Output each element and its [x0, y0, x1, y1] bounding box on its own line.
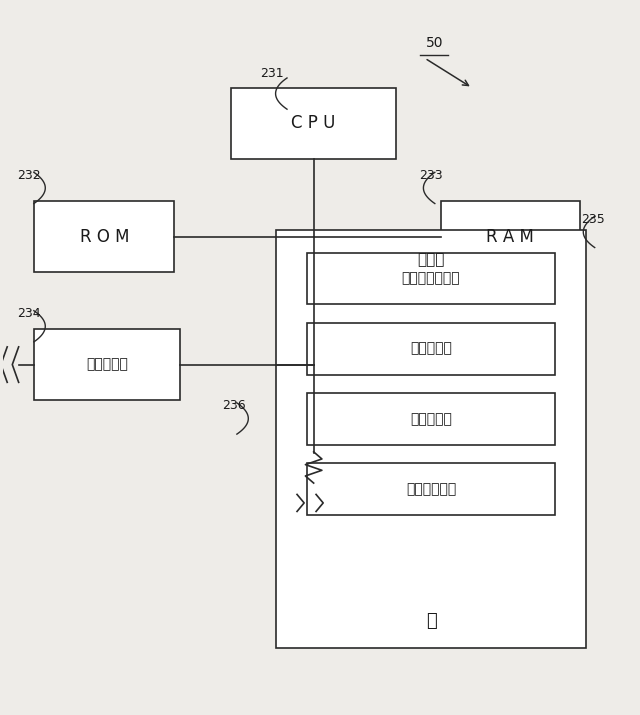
FancyBboxPatch shape [231, 88, 396, 159]
Text: 50: 50 [426, 36, 443, 49]
Text: 購買者ＤＢ: 購買者ＤＢ [410, 342, 452, 355]
FancyBboxPatch shape [35, 202, 174, 272]
Text: ・: ・ [426, 613, 436, 631]
FancyBboxPatch shape [307, 463, 555, 515]
FancyBboxPatch shape [276, 230, 586, 649]
FancyBboxPatch shape [307, 393, 555, 445]
FancyBboxPatch shape [307, 322, 555, 375]
Text: 記憶部: 記憶部 [417, 252, 445, 267]
FancyBboxPatch shape [35, 329, 180, 400]
FancyBboxPatch shape [440, 202, 580, 272]
Text: 管理プログラム: 管理プログラム [402, 272, 460, 285]
Text: 233: 233 [419, 169, 443, 182]
Text: 236: 236 [223, 399, 246, 413]
Text: 231: 231 [260, 67, 284, 80]
Text: 235: 235 [581, 212, 605, 226]
FancyBboxPatch shape [307, 252, 555, 305]
Text: R A M: R A M [486, 228, 534, 246]
Text: R O M: R O M [79, 228, 129, 246]
Text: 通信制御部: 通信制御部 [86, 358, 129, 372]
Text: 取引情報ＤＢ: 取引情報ＤＢ [406, 482, 456, 496]
Text: 232: 232 [18, 169, 41, 182]
Text: C P U: C P U [291, 114, 336, 132]
Text: 販売者ＤＢ: 販売者ＤＢ [410, 412, 452, 426]
Text: 234: 234 [18, 307, 41, 320]
